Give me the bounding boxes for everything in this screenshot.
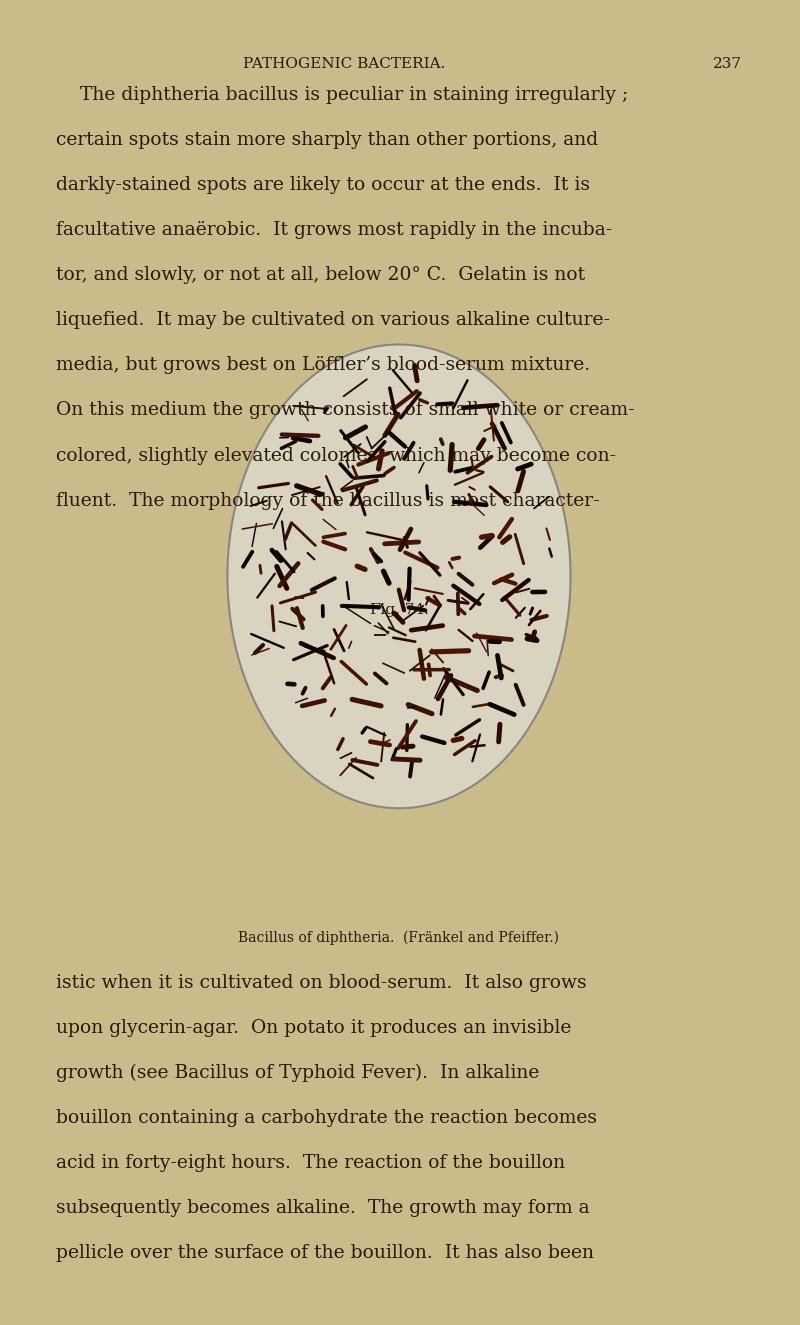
Text: subsequently becomes alkaline.  The growth may form a: subsequently becomes alkaline. The growt…: [56, 1199, 590, 1218]
Text: The diphtheria bacillus is peculiar in staining irregularly ;: The diphtheria bacillus is peculiar in s…: [56, 86, 628, 105]
Text: media, but grows best on Löffler’s blood-serum mixture.: media, but grows best on Löffler’s blood…: [56, 356, 590, 375]
Text: 237: 237: [713, 57, 742, 72]
Text: acid in forty-eight hours.  The reaction of the bouillon: acid in forty-eight hours. The reaction …: [56, 1154, 565, 1173]
Text: liquefied.  It may be cultivated on various alkaline culture-: liquefied. It may be cultivated on vario…: [56, 311, 610, 330]
Text: certain spots stain more sharply than other portions, and: certain spots stain more sharply than ot…: [56, 131, 598, 150]
Text: istic when it is cultivated on blood-serum.  It also grows: istic when it is cultivated on blood-ser…: [56, 974, 586, 992]
Text: darkly-stained spots are likely to occur at the ends.  It is: darkly-stained spots are likely to occur…: [56, 176, 590, 195]
Text: growth (see Bacillus of Typhoid Fever).  In alkaline: growth (see Bacillus of Typhoid Fever). …: [56, 1064, 539, 1083]
Text: PATHOGENIC BACTERIA.: PATHOGENIC BACTERIA.: [243, 57, 446, 72]
Text: tor, and slowly, or not at all, below 20° C.  Gelatin is not: tor, and slowly, or not at all, below 20…: [56, 266, 585, 285]
Text: On this medium the growth consists of small white or cream-: On this medium the growth consists of sm…: [56, 401, 634, 420]
Text: upon glycerin-agar.  On potato it produces an invisible: upon glycerin-agar. On potato it produce…: [56, 1019, 571, 1037]
Text: pellicle over the surface of the bouillon.  It has also been: pellicle over the surface of the bouillo…: [56, 1244, 594, 1263]
Text: Bacillus of diphtheria.  (Fränkel and Pfeiffer.): Bacillus of diphtheria. (Fränkel and Pfe…: [238, 930, 559, 945]
Text: colored, slightly elevated colonies, which may become con-: colored, slightly elevated colonies, whi…: [56, 447, 616, 465]
Ellipse shape: [227, 344, 570, 808]
Text: fluent.  The morphology of the bacillus is most character-: fluent. The morphology of the bacillus i…: [56, 492, 599, 510]
Text: Fig. 74.: Fig. 74.: [370, 603, 429, 617]
Text: bouillon containing a carbohydrate the reaction becomes: bouillon containing a carbohydrate the r…: [56, 1109, 597, 1128]
Text: facultative anaërobic.  It grows most rapidly in the incuba-: facultative anaërobic. It grows most rap…: [56, 221, 612, 240]
